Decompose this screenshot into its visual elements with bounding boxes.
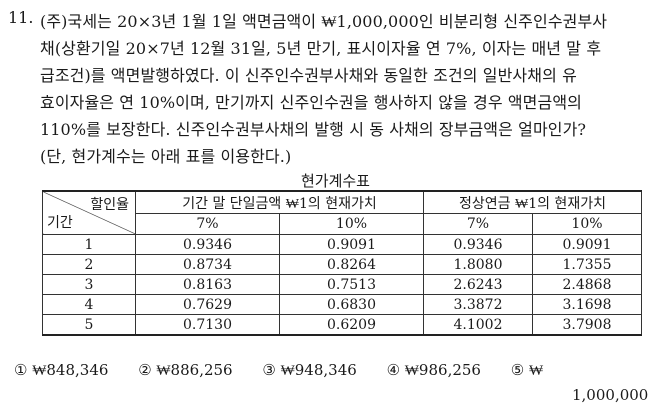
value-cell: 0.6209 <box>278 314 425 336</box>
value-cell: 3.7908 <box>531 314 643 336</box>
discount-rate-label: 할인율 <box>90 197 129 213</box>
value-cell: 2.6243 <box>423 274 533 295</box>
choice-2[interactable]: ② ₩886,256 <box>138 361 233 379</box>
value-cell: 3.1698 <box>531 294 643 315</box>
question-line-5: 110%를 보장한다. 신주인수권부사채의 발행 시 동 사채의 장부금액은 얼… <box>40 120 587 139</box>
period-cell: 4 <box>42 294 136 315</box>
period-label: 기간 <box>47 215 73 231</box>
table-row: 4 0.7629 0.6830 3.3872 3.1698 <box>42 294 643 315</box>
period-cell: 3 <box>42 274 136 295</box>
corner-header-cell: 할인율 기간 <box>42 190 136 235</box>
table-row: 2 0.8734 0.8264 1.8080 1.7355 <box>42 254 643 275</box>
present-value-table: 할인율 기간 기간 말 단일금액 ₩1의 현재가치 정상연금 ₩1의 현재가치 … <box>42 190 643 336</box>
value-cell: 0.7513 <box>278 274 425 295</box>
value-cell: 0.9346 <box>423 234 533 255</box>
period-cell: 1 <box>42 234 136 255</box>
choice-4[interactable]: ④ ₩986,256 <box>386 361 481 379</box>
value-cell: 1.7355 <box>531 254 643 275</box>
value-cell: 3.3872 <box>423 294 533 315</box>
value-cell: 2.4868 <box>531 274 643 295</box>
rate-header: 10% <box>531 213 643 235</box>
value-cell: 0.8264 <box>278 254 425 275</box>
single-sum-header: 기간 말 단일금액 ₩1의 현재가치 <box>135 190 424 215</box>
question-line-2: 채(상환기일 20×7년 12월 31일, 5년 만기, 표시이자율 연 7%,… <box>40 39 602 58</box>
choice-3[interactable]: ③ ₩948,346 <box>262 361 357 379</box>
rate-header: 7% <box>135 213 280 235</box>
period-cell: 2 <box>42 254 136 275</box>
question-line-3: 급조건)를 액면발행하였다. 이 신주인수권부사채와 동일한 조건의 일반사채의… <box>40 66 577 85</box>
choice-5-amount: 1,000,000 <box>572 386 649 404</box>
period-cell: 5 <box>42 314 136 336</box>
question-line-6: (단, 현가계수는 아래 표를 이용한다.) <box>40 147 292 166</box>
table-row: 1 0.9346 0.9091 0.9346 0.9091 <box>42 234 643 255</box>
table-row: 5 0.7130 0.6209 4.1002 3.7908 <box>42 314 643 336</box>
value-cell: 1.8080 <box>423 254 533 275</box>
rate-header: 10% <box>278 213 425 235</box>
choice-5[interactable]: ⑤ ₩ <box>510 361 544 379</box>
value-cell: 0.6830 <box>278 294 425 315</box>
annuity-header: 정상연금 ₩1의 현재가치 <box>423 190 642 215</box>
table-row: 3 0.8163 0.7513 2.6243 2.4868 <box>42 274 643 295</box>
question-number: 11. <box>8 8 34 27</box>
value-cell: 0.7130 <box>135 314 280 336</box>
rate-header: 7% <box>423 213 533 235</box>
question-line-4: 효이자율은 연 10%이며, 만기까지 신주인수권을 행사하지 않을 경우 액면… <box>40 93 582 112</box>
value-cell: 0.9091 <box>531 234 643 255</box>
answer-choices: ① ₩848,346 ② ₩886,256 ③ ₩948,346 ④ ₩986,… <box>14 361 568 380</box>
value-cell: 4.1002 <box>423 314 533 336</box>
value-cell: 0.9091 <box>278 234 425 255</box>
value-cell: 0.7629 <box>135 294 280 315</box>
question-line-1: (주)국세는 20×3년 1월 1일 액면금액이 ₩1,000,000인 비분리… <box>40 12 608 31</box>
value-cell: 0.9346 <box>135 234 280 255</box>
table-caption: 현가계수표 <box>300 172 370 190</box>
value-cell: 0.8163 <box>135 274 280 295</box>
value-cell: 0.8734 <box>135 254 280 275</box>
choice-1[interactable]: ① ₩848,346 <box>14 361 109 379</box>
